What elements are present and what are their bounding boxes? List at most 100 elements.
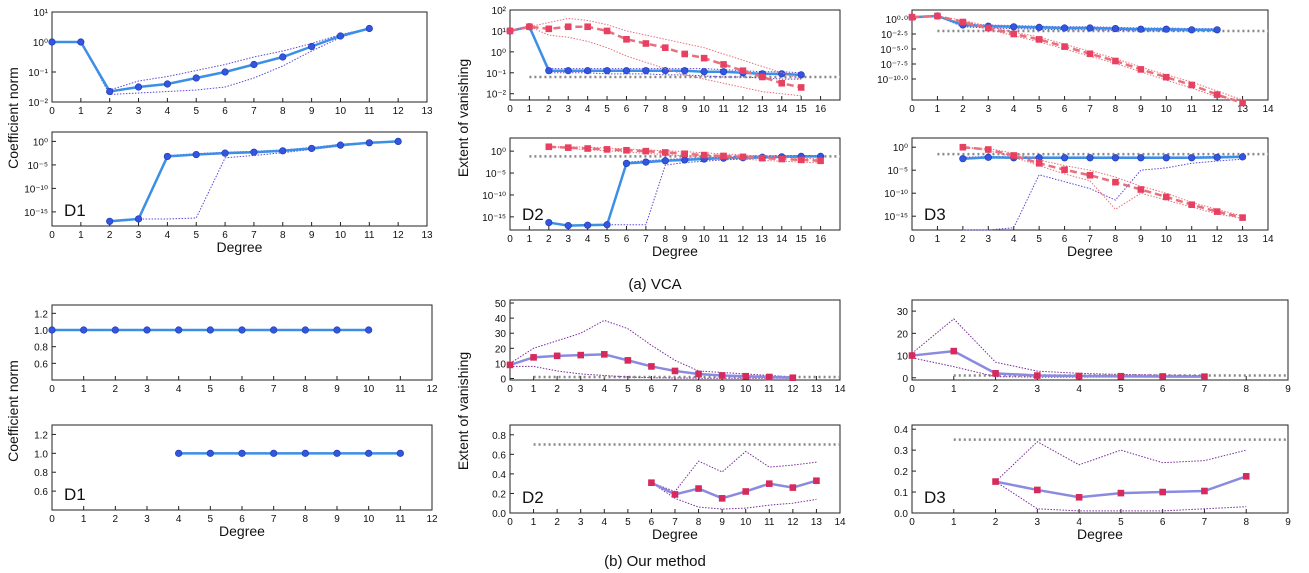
x-tick-label: 12 xyxy=(737,234,749,245)
data-point xyxy=(1075,372,1083,380)
y-tick-label: 10⁰ xyxy=(491,48,506,59)
x-tick-label: 5 xyxy=(604,104,610,115)
x-tick-label: 8 xyxy=(280,230,286,241)
x-tick-label: 7 xyxy=(271,384,277,395)
data-point xyxy=(1075,493,1083,501)
plot-frame xyxy=(51,11,428,103)
data-point xyxy=(984,153,992,161)
x-tick-label: 7 xyxy=(643,104,649,115)
data-point xyxy=(648,479,655,486)
y-tick-label: 10⁻² xyxy=(486,90,506,101)
data-point xyxy=(797,84,805,91)
x-tick-label: 0 xyxy=(909,384,915,395)
data-point xyxy=(1162,193,1170,201)
x-tick-label: 12 xyxy=(393,230,405,241)
y-tick-label: 0.6 xyxy=(34,487,48,498)
data-point xyxy=(695,485,702,492)
y-tick-label: 10 xyxy=(495,359,507,370)
data-point xyxy=(48,326,56,334)
band-hi-line xyxy=(509,26,802,74)
x-tick-label: 0 xyxy=(49,230,55,241)
x-tick-label: 14 xyxy=(834,384,846,395)
x-tick-label: 10 xyxy=(335,106,347,117)
x-tick-label: 12 xyxy=(1212,104,1224,115)
x-tick-label: 14 xyxy=(1262,104,1274,115)
x-tick-label: 6 xyxy=(649,517,655,528)
x-tick-label: 9 xyxy=(1285,384,1291,395)
series-line-ours xyxy=(911,349,1205,378)
x-tick-label: 12 xyxy=(393,106,405,117)
x-tick-label: 1 xyxy=(935,234,941,245)
data-point xyxy=(564,67,572,75)
data-point xyxy=(739,67,747,74)
data-point xyxy=(623,36,630,43)
data-point xyxy=(742,488,750,495)
data-point xyxy=(1111,25,1120,33)
series-line-vca xyxy=(962,155,1243,160)
x-tick-label: 0 xyxy=(507,517,513,528)
data-point xyxy=(80,326,88,334)
data-point xyxy=(765,373,773,381)
data-point xyxy=(192,150,200,159)
x-tick-label: 7 xyxy=(1202,517,1208,528)
data-point xyxy=(365,326,373,334)
band-lo-line xyxy=(509,26,802,80)
y-tick-label: 40 xyxy=(495,314,507,325)
y-tick-label: 10¹ xyxy=(492,27,507,38)
x-tick-label: 8 xyxy=(1113,104,1119,115)
band-lo-line xyxy=(509,26,802,97)
data-point xyxy=(695,370,702,378)
caption-vca: (a) VCA xyxy=(628,276,681,293)
x-tick-label: 4 xyxy=(1011,104,1017,115)
x-tick-label: 2 xyxy=(546,234,552,245)
data-point xyxy=(718,495,726,502)
data-point xyxy=(111,326,119,334)
data-point xyxy=(1086,154,1094,162)
data-point xyxy=(396,449,404,457)
x-tick-label: 5 xyxy=(193,230,199,241)
x-tick-label: 1 xyxy=(935,104,941,115)
x-tick-label: 2 xyxy=(107,230,113,241)
data-point xyxy=(959,18,967,26)
data-point xyxy=(671,491,679,498)
data-point xyxy=(77,38,85,46)
data-point xyxy=(192,74,200,82)
data-point xyxy=(577,351,585,359)
data-point xyxy=(700,54,708,62)
x-tick-label: 11 xyxy=(395,514,406,525)
y-tick-label: 10⁻² xyxy=(28,98,48,109)
panel-b-d3-top: 0 1 2 3 4 5 6 7 8 9 0 10 20 30 xyxy=(897,299,1291,395)
x-tick-label: 5 xyxy=(208,384,214,395)
y-tick-label: 0.1 xyxy=(894,488,908,499)
y-tick-label: 10⁻⁵⋅⁰ xyxy=(880,45,908,56)
x-tick-label: 0 xyxy=(49,514,55,525)
data-point xyxy=(584,23,591,31)
x-tick-label: 10 xyxy=(335,230,347,241)
data-point xyxy=(797,71,805,79)
y-tick-label: 0 xyxy=(902,374,908,385)
data-point xyxy=(279,147,287,155)
x-axis-label: Degree xyxy=(1077,526,1123,542)
x-tick-label: 5 xyxy=(1036,104,1042,115)
x-tick-label: 16 xyxy=(815,104,827,115)
x-tick-label: 6 xyxy=(624,104,630,115)
data-point xyxy=(301,326,309,334)
x-tick-label: 8 xyxy=(663,234,669,245)
x-tick-label: 7 xyxy=(271,514,277,525)
data-point xyxy=(719,68,728,76)
y-tick-label: 1.2 xyxy=(34,309,48,320)
data-point xyxy=(1034,372,1041,379)
x-tick-label: 10 xyxy=(699,234,711,245)
x-tick-label: 5 xyxy=(193,106,199,117)
x-tick-label: 14 xyxy=(834,517,846,528)
band-hi-line xyxy=(995,441,1247,482)
series-line-vca xyxy=(548,155,821,227)
x-tick-label: 11 xyxy=(1187,104,1198,115)
y-tick-label: 0.8 xyxy=(34,468,48,479)
plot-frame xyxy=(51,424,433,511)
data-point xyxy=(681,67,689,75)
data-point xyxy=(336,32,345,40)
data-point xyxy=(759,154,766,162)
